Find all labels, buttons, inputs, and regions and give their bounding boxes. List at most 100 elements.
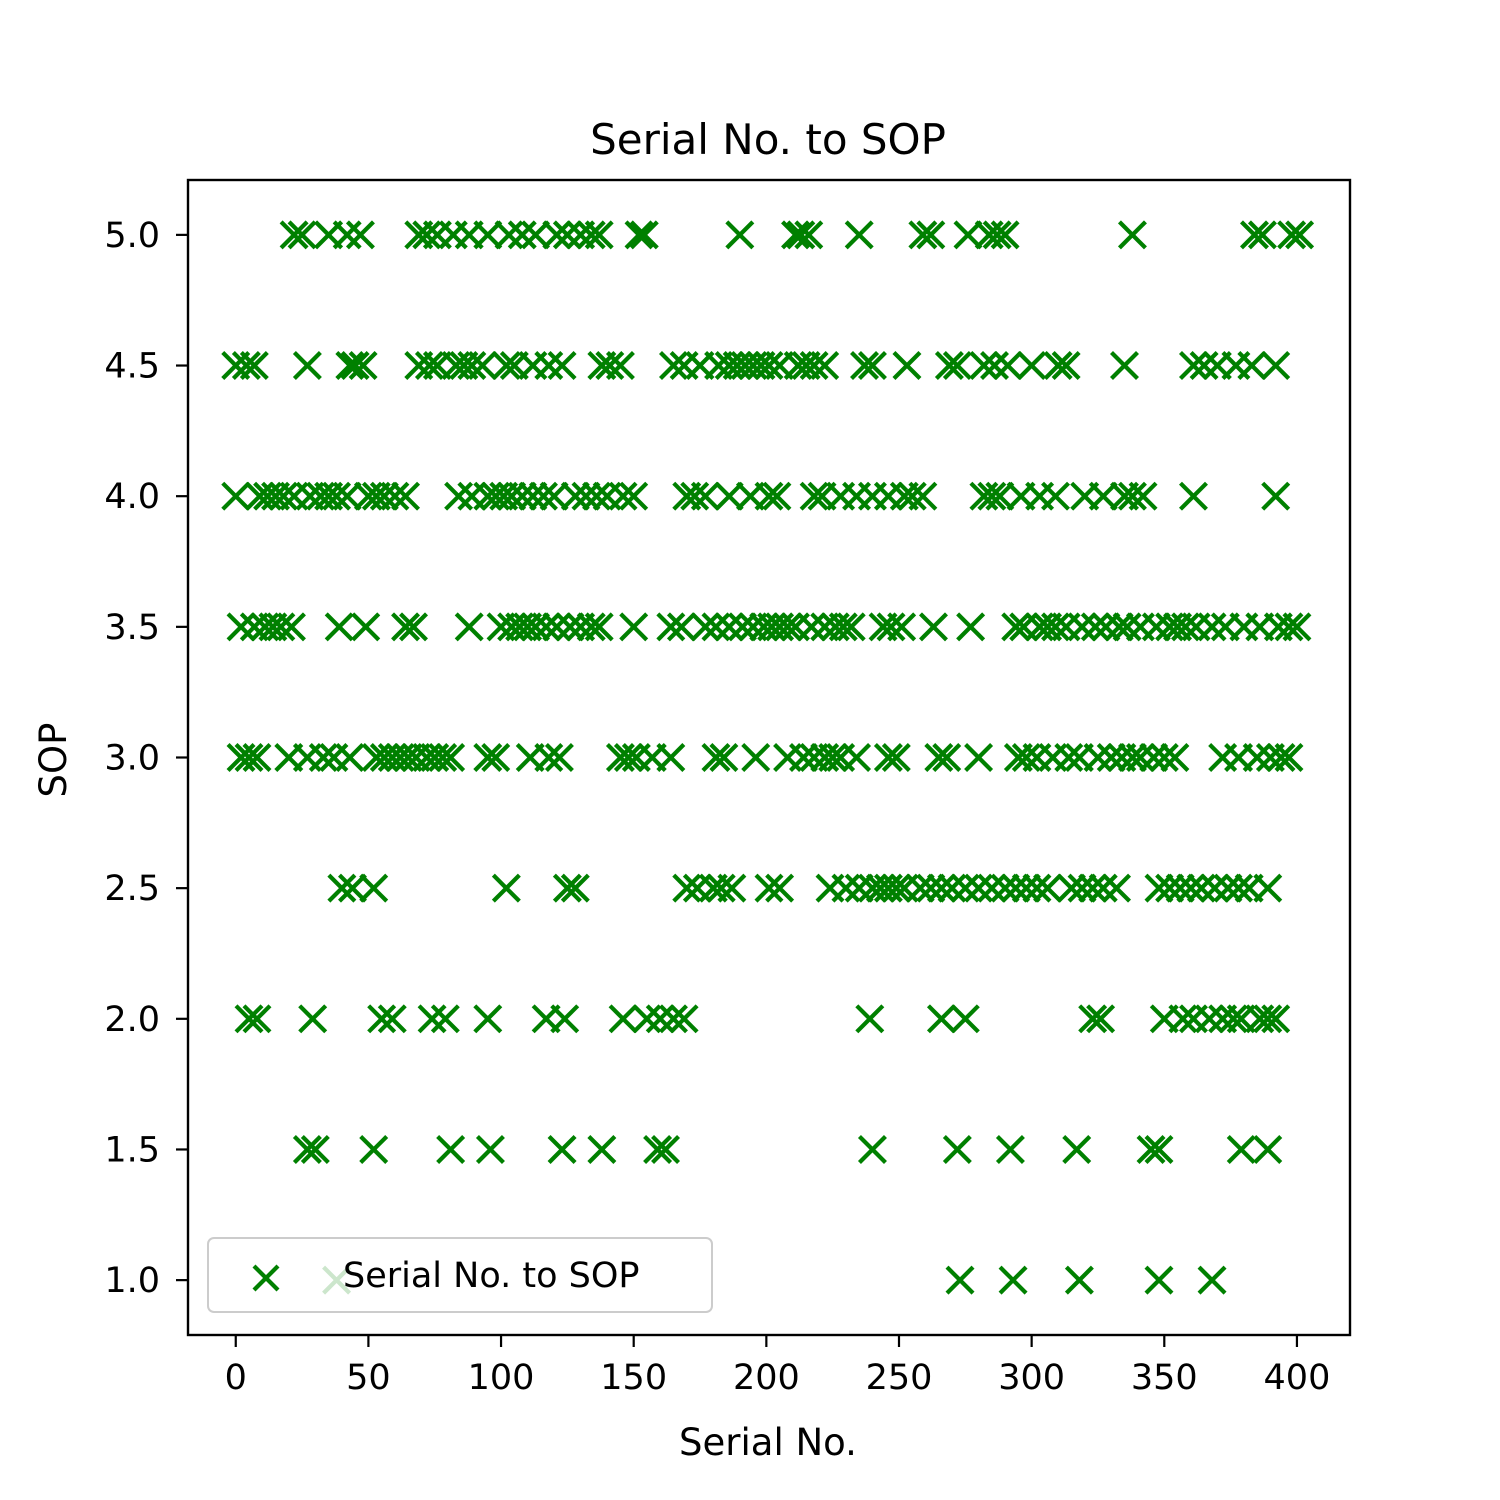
data-point [1285, 220, 1315, 250]
data-point [892, 351, 922, 381]
data-point [1139, 743, 1169, 772]
data-point [1078, 873, 1108, 903]
data-point [584, 612, 614, 642]
data-point [560, 873, 590, 903]
legend-box [207, 1237, 713, 1313]
data-point [908, 481, 938, 511]
data-point [608, 1004, 638, 1034]
data-point [669, 1004, 699, 1034]
data-point [1112, 612, 1142, 642]
y-tick-label: 4.5 [104, 347, 160, 387]
data-point [552, 220, 582, 250]
chart-title: Serial No. to SOP [590, 115, 946, 164]
data-point [1242, 743, 1272, 772]
data-point [1128, 481, 1158, 511]
data-point [754, 873, 784, 903]
data-point [221, 481, 251, 511]
data-point [377, 1004, 407, 1034]
data-point [1253, 873, 1283, 903]
data-point [799, 481, 829, 511]
data-point [1011, 743, 1041, 772]
data-point [412, 220, 442, 250]
data-point [924, 743, 954, 772]
data-point [942, 1134, 972, 1164]
data-point [1189, 351, 1219, 381]
data-point [656, 743, 686, 772]
data-point [1110, 351, 1139, 381]
y-tick-label: 1.5 [104, 1130, 160, 1170]
x-tick-label: 0 [225, 1358, 247, 1398]
data-point [934, 351, 964, 381]
data-point [873, 743, 903, 772]
data-point [1011, 873, 1041, 903]
data-point [690, 481, 720, 511]
data-point [887, 612, 917, 642]
x-axis-label: Serial No. [679, 1421, 857, 1464]
data-point [950, 873, 980, 903]
data-point [584, 220, 614, 250]
legend-label: Serial No. to SOP [343, 1256, 640, 1296]
data-point [560, 481, 590, 511]
data-point [666, 612, 696, 642]
data-point [643, 1134, 673, 1164]
data-point [226, 612, 256, 642]
data-point [950, 1004, 980, 1034]
data-point [595, 351, 625, 381]
data-point [1200, 873, 1230, 903]
data-point [242, 1004, 272, 1034]
data-point [619, 612, 649, 642]
data-point [550, 1004, 580, 1034]
data-point [1102, 873, 1132, 903]
data-point [1001, 873, 1031, 903]
data-point [1096, 743, 1126, 772]
data-point [918, 612, 948, 642]
data-point [1117, 481, 1147, 511]
data-point [977, 873, 1007, 903]
y-axis-label: SOP [32, 723, 75, 798]
data-point [1160, 743, 1190, 772]
data-point [881, 873, 911, 903]
data-point [926, 1004, 956, 1034]
data-point [399, 612, 428, 642]
data-point [542, 220, 572, 250]
data-point [1253, 1134, 1283, 1164]
data-point [1104, 612, 1134, 642]
data-point [995, 1134, 1025, 1164]
data-point [491, 351, 521, 381]
data-point [1067, 873, 1097, 903]
x-tick-label: 350 [1131, 1358, 1198, 1398]
data-point [1141, 612, 1171, 642]
data-point [367, 1004, 397, 1034]
data-point [1078, 1004, 1108, 1034]
data-point [582, 481, 612, 511]
data-point [1144, 1134, 1174, 1164]
data-point [916, 873, 946, 903]
data-point [327, 873, 357, 903]
data-point [796, 612, 826, 642]
data-point [937, 873, 967, 903]
data-point [359, 1134, 389, 1164]
data-point [690, 612, 720, 642]
data-point [1125, 743, 1155, 772]
y-tick-label: 2.5 [104, 869, 160, 909]
data-point [659, 1004, 688, 1034]
data-point [1261, 351, 1291, 381]
data-point [608, 481, 638, 511]
data-point [1022, 873, 1052, 903]
data-point [587, 1134, 617, 1164]
data-point [818, 743, 848, 772]
data-point [857, 1134, 887, 1164]
data-point [1144, 1265, 1174, 1295]
data-point [1041, 612, 1071, 642]
data-point [1117, 220, 1147, 250]
data-point [1266, 743, 1296, 772]
data-point [576, 612, 606, 642]
data-point [242, 743, 272, 772]
data-point [1086, 1004, 1116, 1034]
data-point [473, 1004, 503, 1034]
data-point [380, 481, 410, 511]
data-point [855, 1004, 885, 1034]
data-point [1218, 1004, 1248, 1034]
data-point [473, 743, 503, 772]
